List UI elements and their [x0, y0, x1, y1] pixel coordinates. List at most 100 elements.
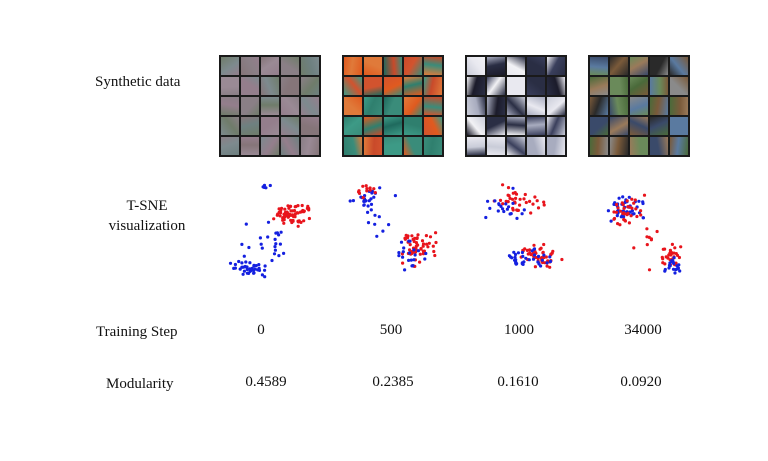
tsne-point-blue — [412, 258, 416, 262]
tsne-point-blue — [545, 261, 549, 265]
sample-image-tile — [547, 57, 565, 75]
tsne-point-blue — [621, 195, 625, 199]
tsne-point-red — [649, 237, 653, 241]
tsne-point-red — [297, 219, 301, 223]
tsne-point-blue — [532, 247, 537, 251]
sample-image-tile — [221, 57, 239, 75]
tsne-point-red — [416, 233, 420, 237]
sample-image-tile — [527, 137, 545, 155]
tsne-point-blue — [677, 263, 681, 267]
sample-image-tile — [650, 57, 668, 75]
tsne-point-blue — [668, 261, 672, 265]
tsne-point-blue — [512, 250, 516, 254]
sample-image-tile — [467, 117, 485, 135]
tsne-point-blue — [548, 259, 553, 264]
tsne-point-blue — [263, 268, 267, 272]
tsne-point-blue — [627, 195, 631, 199]
tsne-point-red — [522, 197, 526, 201]
tsne-point-red — [431, 244, 435, 248]
sample-image-tile — [301, 77, 319, 95]
tsne-point-red — [533, 265, 537, 269]
tsne-point-red — [421, 249, 425, 253]
tsne-point-blue — [493, 199, 497, 203]
sample-image-tile — [241, 97, 259, 115]
tsne-point-blue — [251, 268, 256, 272]
tsne-point-blue — [515, 216, 519, 220]
tsne-point-red — [615, 202, 619, 207]
tsne-point-red — [514, 196, 518, 200]
training-step-value-3: 34000 — [624, 322, 662, 338]
tsne-point-red — [428, 235, 433, 239]
sample-image-tile — [610, 117, 628, 135]
tsne-point-blue — [501, 207, 505, 211]
tsne-point-blue — [279, 230, 283, 234]
tsne-point-blue — [509, 212, 513, 216]
sample-image-tile — [241, 137, 259, 155]
sample-image-tile — [507, 57, 525, 75]
tsne-point-red — [296, 204, 300, 208]
sample-image-tile — [281, 117, 299, 135]
sample-image-tile — [527, 57, 545, 75]
tsne-point-red — [408, 248, 412, 252]
tsne-point-red — [293, 215, 297, 219]
tsne-point-blue — [520, 212, 524, 216]
tsne-plot-step-34000 — [606, 193, 683, 275]
tsne-point-red — [625, 199, 629, 203]
tsne-point-blue — [531, 257, 536, 261]
tsne-point-blue — [373, 213, 377, 217]
sample-image-tile — [241, 77, 259, 95]
sample-image-tile — [344, 97, 362, 115]
sample-image-tile — [507, 77, 525, 95]
sample-image-tile — [241, 57, 259, 75]
tsne-point-blue — [530, 249, 534, 253]
tsne-point-blue — [511, 201, 515, 205]
tsne-point-red — [529, 211, 533, 215]
tsne-point-red — [511, 206, 515, 210]
tsne-point-red — [544, 255, 548, 259]
tsne-point-red — [542, 203, 546, 207]
sample-image-tile — [487, 137, 505, 155]
tsne-point-blue — [366, 221, 371, 225]
tsne-point-red — [622, 206, 626, 210]
tsne-point-blue — [532, 253, 537, 257]
tsne-label: T-SNE visualization — [97, 196, 197, 237]
tsne-point-red — [300, 203, 304, 208]
tsne-point-blue — [504, 202, 508, 206]
tsne-point-red — [283, 207, 287, 211]
sample-image-tile — [281, 57, 299, 75]
training-step-label: Training Step — [96, 324, 178, 340]
tsne-point-red — [364, 184, 368, 188]
modularity-label: Modularity — [106, 376, 174, 392]
tsne-point-red — [498, 198, 503, 202]
tsne-point-red — [357, 189, 361, 193]
tsne-point-blue — [423, 257, 427, 261]
sample-image-tile — [590, 137, 608, 155]
sample-image-tile — [630, 97, 648, 115]
sample-image-tile — [261, 117, 279, 135]
tsne-point-red — [290, 220, 294, 225]
sample-image-tile — [507, 97, 525, 115]
tsne-point-blue — [641, 216, 645, 220]
sample-image-tile — [590, 117, 608, 135]
tsne-point-blue — [497, 202, 501, 206]
tsne-point-blue — [397, 251, 401, 255]
tsne-point-red — [506, 200, 510, 204]
tsne-point-blue — [513, 255, 517, 259]
tsne-point-blue — [507, 205, 511, 209]
modularity-value-2: 0.1610 — [497, 374, 539, 390]
tsne-point-red — [647, 268, 652, 272]
sample-image-tile — [364, 117, 382, 135]
tsne-point-blue — [247, 245, 251, 250]
tsne-point-red — [278, 214, 282, 218]
tsne-point-blue — [637, 199, 641, 203]
tsne-point-red — [421, 252, 425, 256]
tsne-point-blue — [257, 263, 261, 267]
tsne-point-red — [307, 208, 311, 212]
tsne-point-blue — [232, 266, 236, 270]
synthetic-data-label: Synthetic data — [95, 74, 181, 90]
tsne-point-red — [642, 193, 647, 197]
sample-image-tile — [487, 77, 505, 95]
sample-image-tile — [281, 77, 299, 95]
synthetic-grid-step-34000 — [588, 55, 690, 157]
sample-image-tile — [547, 117, 565, 135]
